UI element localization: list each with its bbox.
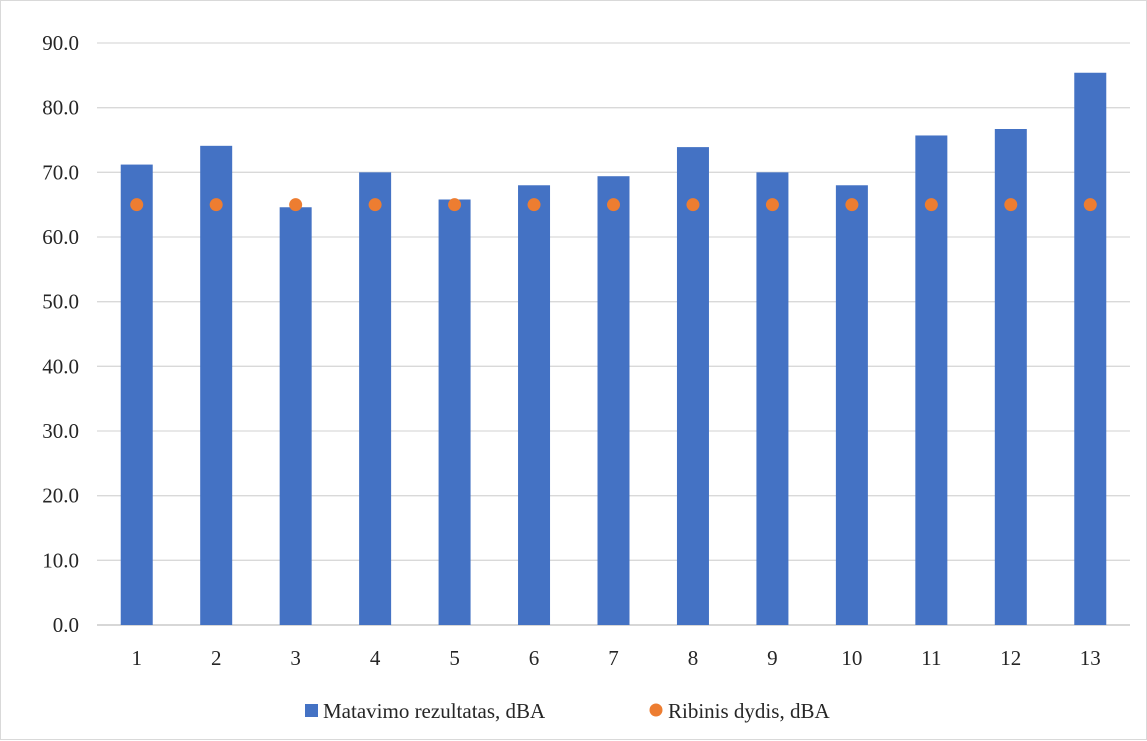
- bar: [120, 164, 153, 625]
- bar: [994, 129, 1027, 626]
- x-tick-label: 10: [841, 646, 862, 670]
- bar: [915, 135, 948, 625]
- limit-marker: [1004, 198, 1018, 212]
- y-tick-label: 70.0: [42, 160, 79, 184]
- x-tick-label: 11: [921, 646, 941, 670]
- x-tick-label: 6: [529, 646, 540, 670]
- y-tick-label: 10.0: [42, 548, 79, 572]
- legend-label-markers: Ribinis dydis, dBA: [668, 699, 830, 723]
- y-tick-label: 40.0: [42, 354, 79, 378]
- limit-marker: [1083, 198, 1097, 212]
- y-tick-label: 60.0: [42, 225, 79, 249]
- limit-marker: [924, 198, 938, 212]
- bar: [438, 199, 471, 625]
- x-tick-label: 7: [608, 646, 619, 670]
- y-tick-label: 20.0: [42, 484, 79, 508]
- limit-marker: [845, 198, 859, 212]
- bar: [835, 185, 868, 625]
- bars: [120, 72, 1107, 626]
- bar: [359, 172, 392, 626]
- x-tick-label: 3: [290, 646, 301, 670]
- bar: [518, 185, 551, 625]
- limit-marker: [289, 198, 303, 212]
- limit-marker: [209, 198, 223, 212]
- bar: [200, 145, 233, 625]
- limit-marker: [368, 198, 382, 212]
- x-tick-label: 8: [688, 646, 699, 670]
- limit-markers: [130, 198, 1097, 212]
- limit-marker: [527, 198, 541, 212]
- limit-marker: [130, 198, 144, 212]
- limit-marker: [765, 198, 779, 212]
- bar: [279, 207, 312, 625]
- bar: [597, 176, 630, 626]
- bar: [676, 147, 709, 625]
- x-tick-label: 13: [1080, 646, 1101, 670]
- x-tick-label: 9: [767, 646, 778, 670]
- x-axis-ticks: 1 2 3 4 5 6 7 8 9 10 11 12 13: [131, 646, 1100, 670]
- legend-label-bars: Matavimo rezultatas, dBA: [323, 699, 546, 723]
- limit-marker: [686, 198, 700, 212]
- y-tick-label: 80.0: [42, 96, 79, 120]
- x-tick-label: 1: [131, 646, 142, 670]
- y-tick-label: 30.0: [42, 419, 79, 443]
- x-tick-label: 2: [211, 646, 222, 670]
- x-tick-label: 12: [1000, 646, 1021, 670]
- y-tick-label: 0.0: [53, 613, 79, 637]
- legend-swatch-markers: [649, 703, 663, 717]
- bar: [756, 172, 789, 626]
- x-tick-label: 4: [370, 646, 381, 670]
- y-axis-ticks: 0.0 10.0 20.0 30.0 40.0 50.0 60.0 70.0 80.0 90.0: [42, 31, 79, 637]
- limit-marker: [607, 198, 620, 212]
- legend: Matavimo rezultatas, dBA Ribinis dydis, …: [305, 699, 830, 723]
- legend-swatch-bars: [305, 704, 318, 717]
- limit-marker: [448, 198, 462, 212]
- x-tick-label: 5: [449, 646, 460, 670]
- y-tick-label: 90.0: [42, 31, 79, 55]
- bar: [1074, 72, 1107, 626]
- y-tick-label: 50.0: [42, 290, 79, 314]
